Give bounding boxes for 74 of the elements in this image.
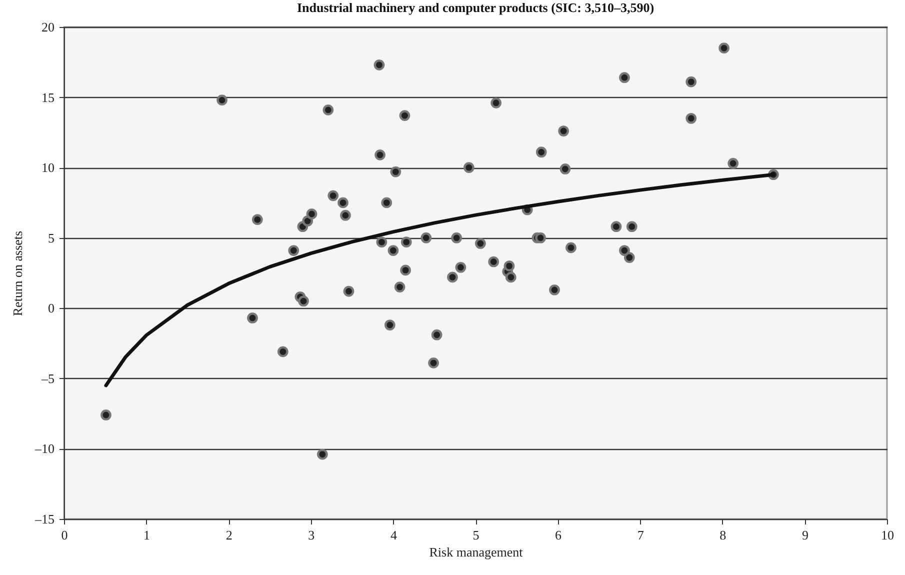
point xyxy=(374,60,385,70)
point xyxy=(400,236,412,248)
point xyxy=(100,410,112,420)
point xyxy=(463,162,474,173)
point xyxy=(624,252,635,263)
point xyxy=(728,158,739,169)
point xyxy=(536,146,547,158)
point xyxy=(560,164,571,174)
y-tick-label: –15 xyxy=(34,512,54,526)
point xyxy=(686,112,697,124)
x-tick-label: 8 xyxy=(720,528,726,542)
chart-title: Industrial machinery and computer products (SIC: 3,510–3,590) xyxy=(296,0,654,15)
point xyxy=(686,76,697,88)
point xyxy=(626,221,638,232)
point xyxy=(455,262,466,273)
point xyxy=(488,256,500,268)
point xyxy=(343,286,354,297)
x-axis-title: Risk management xyxy=(429,544,524,560)
point xyxy=(388,245,399,256)
point xyxy=(428,358,439,368)
point xyxy=(619,72,630,84)
y-tick-label: 10 xyxy=(42,160,54,176)
point xyxy=(505,272,516,283)
y-tick-label: 15 xyxy=(42,90,54,105)
x-tick-label: 0 xyxy=(61,528,68,542)
y-tick-label: 20 xyxy=(42,20,54,34)
point xyxy=(381,197,392,208)
point xyxy=(306,208,318,220)
x-tick-label: 6 xyxy=(555,528,562,542)
y-tick-label: 5 xyxy=(48,230,54,246)
point xyxy=(619,245,630,256)
x-tick-label: 9 xyxy=(802,528,808,542)
x-tick-label: 10 xyxy=(881,528,894,542)
x-tick-label: 1 xyxy=(144,528,150,542)
point xyxy=(451,232,462,244)
point xyxy=(277,346,288,358)
point xyxy=(322,104,334,116)
x-tick-label: 7 xyxy=(637,528,644,542)
y-tick-label: –5 xyxy=(40,370,54,386)
point xyxy=(420,232,432,244)
point xyxy=(340,210,351,221)
point xyxy=(504,260,515,272)
point xyxy=(384,320,396,330)
point xyxy=(247,312,258,324)
point xyxy=(288,245,300,256)
point xyxy=(400,264,411,276)
point xyxy=(718,42,730,54)
point xyxy=(394,282,406,292)
point xyxy=(298,296,309,307)
point xyxy=(316,448,328,460)
point xyxy=(376,236,388,248)
point xyxy=(399,110,410,121)
point xyxy=(447,272,458,283)
point xyxy=(566,242,576,254)
point xyxy=(558,126,569,136)
x-tick-label: 3 xyxy=(308,528,315,542)
x-tick-label: 4 xyxy=(390,528,398,542)
point xyxy=(390,166,402,178)
point xyxy=(216,94,228,106)
x-tick-label: 2 xyxy=(226,528,232,542)
x-tick-label: 5 xyxy=(472,528,480,542)
point xyxy=(610,221,622,232)
y-tick-label: –10 xyxy=(34,441,54,456)
point xyxy=(431,329,442,340)
point xyxy=(475,238,486,249)
point xyxy=(549,284,560,296)
point xyxy=(252,214,263,226)
y-tick-label: 0 xyxy=(48,300,54,316)
point xyxy=(338,197,348,208)
y-axis-title: Return on assets xyxy=(10,230,25,316)
point xyxy=(328,190,339,202)
point xyxy=(374,150,386,160)
point xyxy=(490,97,502,108)
point xyxy=(535,232,546,244)
